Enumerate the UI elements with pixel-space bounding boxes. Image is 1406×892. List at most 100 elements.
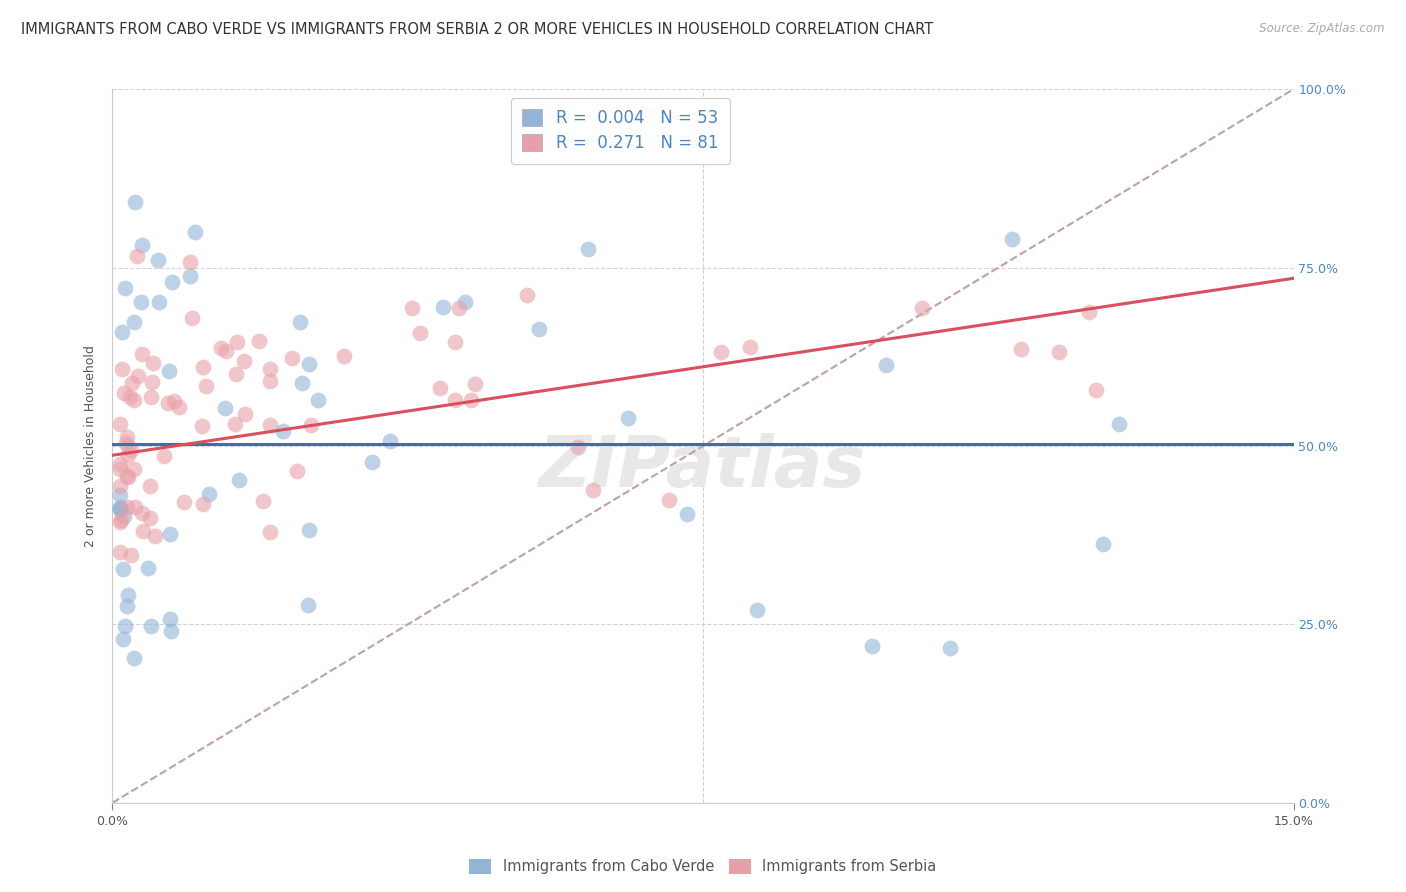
Point [131, 506, 153, 520]
Point [658, 492, 681, 507]
Point [224, 417, 246, 432]
Point [142, 356, 165, 370]
Point [112, 386, 135, 401]
Legend: Immigrants from Cabo Verde, Immigrants from Serbia: Immigrants from Cabo Verde, Immigrants f… [464, 853, 942, 880]
Point [1085, 383, 1108, 397]
Point [214, 344, 236, 359]
Point [132, 524, 155, 539]
Point [173, 495, 195, 509]
Point [112, 508, 135, 523]
Point [449, 301, 471, 316]
Point [443, 393, 465, 408]
Point [911, 301, 934, 316]
Point [110, 462, 132, 476]
Point [252, 494, 274, 508]
Text: IMMIGRANTS FROM CABO VERDE VS IMMIGRANTS FROM SERBIA 2 OR MORE VEHICLES IN HOUSE: IMMIGRANTS FROM CABO VERDE VS IMMIGRANTS… [21, 22, 934, 37]
Point [745, 603, 768, 617]
Point [214, 401, 236, 416]
Point [429, 381, 451, 395]
Point [288, 315, 311, 329]
Point [281, 351, 304, 365]
Point [1091, 537, 1114, 551]
Point [115, 469, 138, 483]
Point [1001, 232, 1024, 246]
Point [117, 588, 139, 602]
Point [259, 417, 281, 432]
Y-axis label: 2 or more Vehicles in Household: 2 or more Vehicles in Household [83, 345, 97, 547]
Point [454, 295, 477, 310]
Point [198, 487, 221, 501]
Point [112, 562, 135, 576]
Point [195, 379, 218, 393]
Point [179, 255, 201, 269]
Point [163, 394, 186, 409]
Point [617, 410, 640, 425]
Point [146, 252, 169, 267]
Point [225, 368, 247, 382]
Point [117, 470, 139, 484]
Point [153, 450, 176, 464]
Point [515, 287, 537, 301]
Point [139, 390, 162, 404]
Point [138, 479, 160, 493]
Point [184, 226, 207, 240]
Point [193, 496, 215, 510]
Point [157, 364, 180, 378]
Point [122, 650, 145, 665]
Point [120, 442, 142, 457]
Point [110, 502, 132, 516]
Point [1047, 344, 1070, 359]
Point [160, 624, 183, 638]
Point [110, 502, 132, 516]
Point [209, 342, 232, 356]
Point [110, 545, 132, 559]
Point [191, 418, 214, 433]
Point [875, 358, 897, 372]
Point [233, 407, 256, 421]
Point [226, 334, 249, 349]
Point [228, 473, 250, 487]
Point [401, 301, 423, 315]
Point [259, 524, 281, 539]
Point [710, 345, 733, 359]
Point [129, 295, 152, 310]
Point [110, 417, 132, 431]
Point [432, 300, 454, 314]
Point [409, 326, 432, 340]
Point [117, 439, 139, 453]
Point [110, 479, 132, 493]
Point [1077, 305, 1099, 319]
Point [298, 523, 321, 537]
Point [738, 340, 761, 354]
Point [233, 354, 256, 368]
Point [159, 527, 181, 541]
Point [122, 392, 145, 407]
Point [139, 618, 162, 632]
Point [193, 359, 215, 374]
Point [127, 249, 149, 263]
Point [460, 392, 482, 407]
Point [333, 349, 356, 363]
Point [120, 390, 142, 404]
Point [567, 440, 589, 454]
Legend: R =  0.004   N = 53, R =  0.271   N = 81: R = 0.004 N = 53, R = 0.271 N = 81 [510, 97, 730, 164]
Point [529, 322, 551, 336]
Point [117, 448, 139, 462]
Point [360, 455, 382, 469]
Point [156, 396, 179, 410]
Point [110, 515, 132, 529]
Point [464, 377, 486, 392]
Point [124, 195, 146, 210]
Point [122, 315, 145, 329]
Point [114, 618, 136, 632]
Point [444, 334, 467, 349]
Point [121, 376, 143, 390]
Point [273, 424, 295, 438]
Point [117, 429, 139, 443]
Point [111, 362, 134, 376]
Point [1010, 342, 1032, 356]
Point [297, 598, 319, 612]
Point [148, 294, 170, 309]
Text: ZIPatlas: ZIPatlas [540, 433, 866, 502]
Point [110, 487, 132, 501]
